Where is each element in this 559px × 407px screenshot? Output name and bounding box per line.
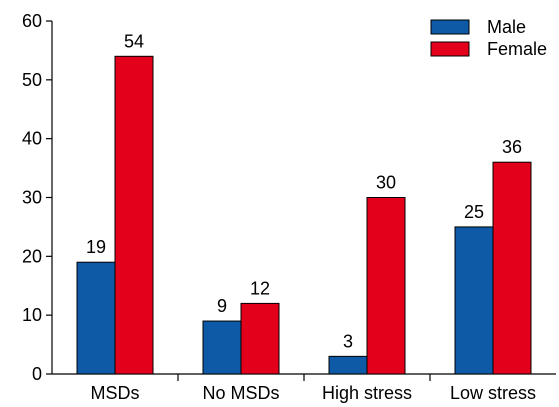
- y-tick-label: 0: [32, 364, 42, 384]
- y-tick-label: 50: [22, 70, 42, 90]
- bars: [76, 55, 532, 375]
- legend-label-male: Male: [487, 17, 526, 37]
- data-label: 54: [124, 31, 144, 51]
- y-tick-label: 40: [22, 129, 42, 149]
- y-tick-label: 20: [22, 246, 42, 266]
- x-tick-label: No MSDs: [202, 383, 279, 403]
- bar-female: [240, 302, 280, 375]
- data-label: 3: [343, 331, 353, 351]
- bar-female: [492, 161, 532, 375]
- y-tick-label: 10: [22, 305, 42, 325]
- data-label: 36: [502, 137, 522, 157]
- legend-swatch-male: [430, 19, 470, 35]
- bar-male: [76, 261, 116, 375]
- x-tick-label: High stress: [322, 383, 412, 403]
- x-axis: MSDs No MSDs High stress Low stress: [52, 373, 556, 403]
- y-axis: 0 10 20 30 40 50 60: [22, 11, 53, 384]
- bar-female: [114, 55, 154, 375]
- data-label: 19: [86, 237, 106, 257]
- bar-male: [202, 320, 242, 375]
- data-label: 12: [250, 278, 270, 298]
- data-labels: 19 54 9 12 3 30 25 36: [86, 31, 522, 351]
- bar-female: [366, 197, 406, 375]
- data-label: 30: [376, 173, 396, 193]
- data-label: 9: [217, 296, 227, 316]
- x-tick-label: Low stress: [450, 383, 536, 403]
- x-tick-label: MSDs: [91, 383, 140, 403]
- legend-label-female: Female: [487, 39, 547, 59]
- bar-male: [454, 226, 494, 375]
- data-label: 25: [464, 202, 484, 222]
- y-tick-label: 30: [22, 188, 42, 208]
- bar-male: [328, 355, 368, 375]
- legend-swatch-female: [430, 41, 470, 57]
- y-tick-label: 60: [22, 11, 42, 31]
